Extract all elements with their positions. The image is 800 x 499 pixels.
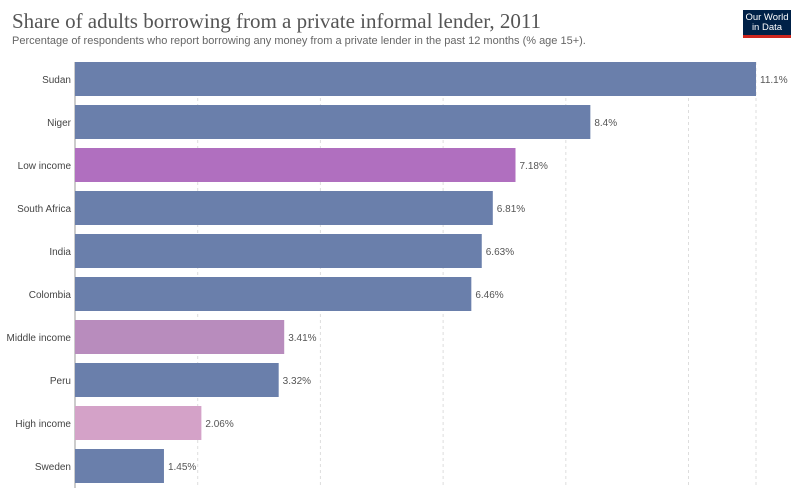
chart-subtitle: Percentage of respondents who report bor… bbox=[12, 35, 586, 47]
value-label: 3.41% bbox=[288, 333, 316, 344]
category-label: Middle income bbox=[7, 333, 72, 344]
value-label: 2.06% bbox=[205, 419, 233, 430]
logo-underline bbox=[743, 35, 791, 38]
category-label: Niger bbox=[47, 118, 72, 129]
bar-sudan[interactable] bbox=[75, 62, 756, 96]
logo-line-2: in Data bbox=[751, 22, 783, 33]
owid-logo[interactable]: Our World in Data bbox=[743, 10, 791, 38]
bar-middle-income[interactable] bbox=[75, 320, 285, 354]
category-label: South Africa bbox=[17, 204, 71, 215]
category-label: India bbox=[49, 247, 71, 258]
value-label: 11.1% bbox=[760, 75, 788, 86]
bar-peru[interactable] bbox=[75, 363, 279, 397]
value-label: 6.46% bbox=[475, 290, 503, 301]
bar-niger[interactable] bbox=[75, 105, 591, 139]
category-label: Colombia bbox=[29, 290, 72, 301]
bar-india[interactable] bbox=[75, 234, 482, 268]
value-label: 8.4% bbox=[594, 118, 617, 129]
category-label: Low income bbox=[18, 161, 72, 172]
value-label: 7.18% bbox=[520, 161, 548, 172]
value-label: 3.32% bbox=[283, 376, 311, 387]
bar-low-income[interactable] bbox=[75, 148, 516, 182]
chart-title: Share of adults borrowing from a private… bbox=[12, 9, 542, 33]
bar-colombia[interactable] bbox=[75, 277, 472, 311]
bar-high-income[interactable] bbox=[75, 406, 202, 440]
value-label: 6.63% bbox=[486, 247, 514, 258]
logo-line-1: Our World bbox=[745, 12, 789, 23]
bar-sweden[interactable] bbox=[75, 449, 164, 483]
value-label: 6.81% bbox=[497, 204, 525, 215]
category-label: High income bbox=[15, 419, 71, 430]
bar-south-africa[interactable] bbox=[75, 191, 493, 225]
category-label: Peru bbox=[50, 376, 71, 387]
category-label: Sudan bbox=[42, 75, 71, 86]
category-label: Sweden bbox=[35, 462, 71, 473]
value-label: 1.45% bbox=[168, 462, 196, 473]
